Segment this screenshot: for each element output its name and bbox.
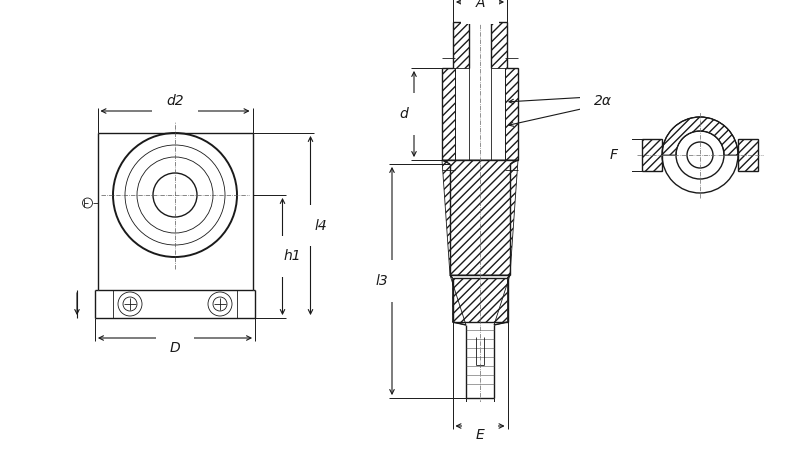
Bar xyxy=(738,139,758,171)
Bar xyxy=(642,139,662,171)
Text: h1: h1 xyxy=(284,249,302,264)
Polygon shape xyxy=(494,275,510,325)
Bar xyxy=(491,22,507,68)
Text: A: A xyxy=(475,0,485,10)
Text: l4: l4 xyxy=(314,219,327,233)
Text: 2α: 2α xyxy=(594,94,612,108)
Polygon shape xyxy=(662,117,738,155)
Text: d2: d2 xyxy=(166,94,184,108)
Text: F: F xyxy=(610,148,618,162)
Polygon shape xyxy=(442,160,518,275)
Text: d3: d3 xyxy=(471,416,489,430)
Polygon shape xyxy=(662,117,738,155)
Bar xyxy=(505,68,518,160)
Text: E: E xyxy=(476,428,484,442)
Polygon shape xyxy=(450,275,466,325)
Text: D: D xyxy=(170,341,180,355)
Bar xyxy=(442,68,455,160)
Text: d: d xyxy=(400,107,408,121)
Bar xyxy=(453,278,507,322)
Bar xyxy=(453,22,469,68)
Text: l3: l3 xyxy=(376,274,388,288)
